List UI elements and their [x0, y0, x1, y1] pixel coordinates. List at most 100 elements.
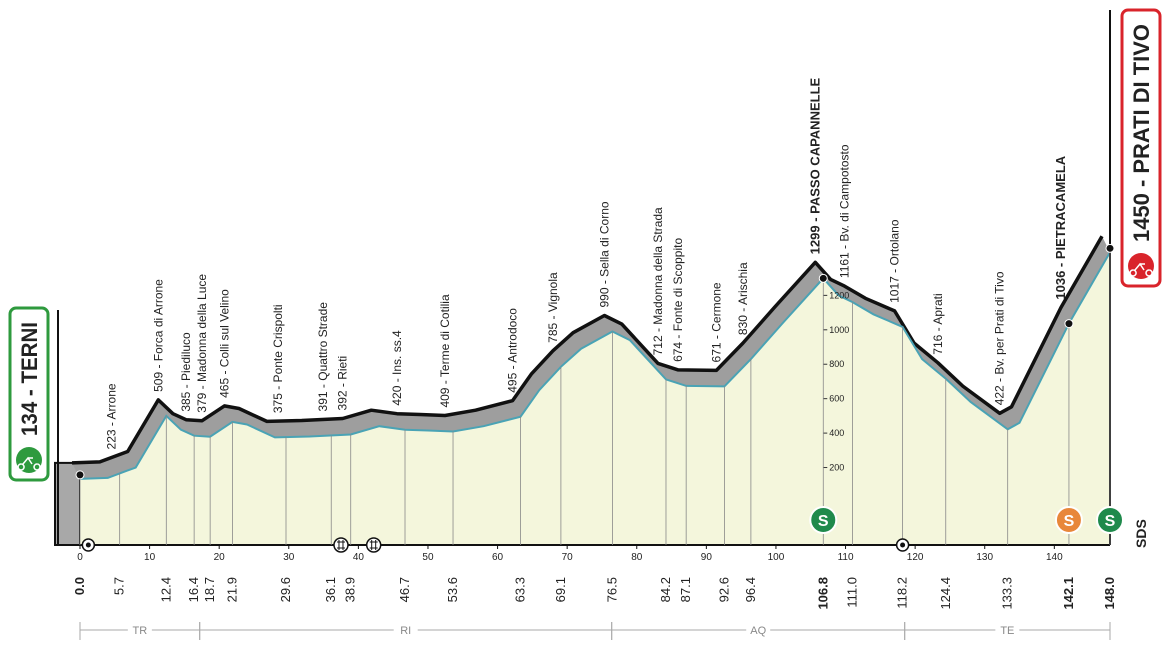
waypoint-label: 1017 - Ortolano [888, 219, 902, 303]
km-label: 87.1 [678, 577, 693, 602]
region-label: RI [400, 625, 411, 637]
waypoint-label: 385 - Piediluco [179, 332, 193, 412]
waypoint-label: 671 - Cermone [709, 282, 723, 362]
waypoint-label: 375 - Ponte Crispolti [271, 304, 285, 413]
waypoint-label: 1036 - PIETRACAMELA [1053, 155, 1068, 299]
region-label: TR [133, 625, 148, 637]
km-label: 12.4 [158, 577, 173, 602]
km-label: 63.3 [513, 577, 528, 602]
crossing-hatch [369, 540, 378, 550]
waypoint-dot [1064, 319, 1074, 329]
waypoint-label: 391 - Quattro Strade [316, 302, 330, 412]
y-tick-label: 1200 [829, 290, 849, 300]
x-tick-label: 30 [283, 552, 295, 563]
x-tick-label: 40 [353, 552, 365, 563]
region-label-bg [995, 622, 1020, 638]
region-label: AQ [750, 625, 766, 637]
sprint-marker [1054, 506, 1083, 534]
region-label: TE [1000, 625, 1014, 637]
x-tick-label: 120 [907, 552, 924, 563]
tunnel-icon-inner [85, 542, 91, 548]
x-tick-label: 110 [838, 552, 854, 563]
waypoint-label: 422 - Bv. per Prati di Tivo [993, 271, 1007, 405]
waypoint-label: 509 - Forca di Arrone [151, 279, 165, 392]
km-label: 36.1 [323, 577, 338, 602]
waypoint-dot [75, 470, 85, 480]
x-tick-label: 70 [562, 552, 574, 563]
place-box [8, 306, 50, 482]
x-tick-label: 80 [631, 552, 643, 563]
crossing-hatch [336, 540, 345, 550]
crossing-icon [333, 537, 349, 553]
km-label: 133.3 [1000, 577, 1015, 610]
waypoint-label: 674 - Fonte di Scoppito [671, 238, 685, 362]
region-label-bg [393, 622, 418, 638]
x-tick-label: 140 [1046, 552, 1063, 563]
waypoint-label: 785 - Vignola [546, 272, 560, 343]
km-label: 124.4 [938, 577, 953, 610]
waypoint-label: 712 - Madonna della Strada [651, 207, 665, 355]
region-label-bg [746, 622, 771, 638]
waypoint-label: 716 - Aprati [931, 293, 945, 354]
x-tick-label: 90 [701, 552, 713, 563]
profile-ridge [71, 235, 1104, 465]
km-label: 76.5 [604, 577, 619, 602]
km-label: 96.4 [743, 577, 758, 602]
sprint-marker [809, 506, 838, 534]
region-label-bg [127, 622, 152, 638]
y-tick-label: 1000 [829, 325, 849, 335]
sprint-label: S [1105, 513, 1116, 530]
km-label: 142.1 [1061, 577, 1076, 610]
km-label: 69.1 [553, 577, 568, 602]
km-label: 38.9 [343, 577, 358, 602]
logo: SDS [1133, 519, 1149, 548]
y-tick-label: 400 [829, 428, 844, 438]
waypoint-label: 990 - Sella di Corno [597, 201, 611, 307]
sprint-label: S [818, 513, 829, 530]
km-label: 21.9 [224, 577, 239, 602]
km-label: 5.7 [112, 577, 127, 595]
x-tick-label: 10 [144, 552, 156, 563]
x-tick-label: 0 [77, 552, 83, 563]
km-label: 92.6 [716, 577, 731, 602]
profile-band [72, 236, 1110, 479]
km-label: 106.8 [815, 577, 830, 610]
sprint-marker [1096, 506, 1124, 534]
x-tick-label: 60 [492, 552, 504, 563]
profile-area [80, 252, 1110, 546]
km-label: 18.7 [202, 577, 217, 602]
waypoint-label: 465 - Colli sul Velino [217, 289, 231, 398]
sprint-label: S [1064, 513, 1075, 530]
km-label: 111.0 [845, 577, 860, 608]
waypoint-label: 830 - Arischia [736, 262, 750, 335]
waypoint-label: 409 - Terme di Cotilia [438, 294, 452, 407]
x-tick-label: 100 [768, 552, 785, 563]
km-label: 0.0 [72, 577, 87, 595]
x-tick-label: 20 [214, 552, 226, 563]
y-tick-label: 600 [829, 394, 844, 404]
bike-glyph [1129, 262, 1153, 277]
y-tick-label: 200 [829, 463, 844, 473]
waypoint-label: 1161 - Bv. di Campotosto [838, 144, 852, 278]
km-label: 53.6 [445, 577, 460, 602]
waypoint-dot [818, 273, 828, 283]
waypoint-label: 1299 - PASSO CAPANNELLE [807, 77, 822, 254]
bike-glyph [17, 456, 41, 471]
waypoint-label: 223 - Arrone [105, 383, 119, 449]
km-label: 29.6 [278, 577, 293, 602]
place-label: 1450 - PRATI DI TIVO [1129, 24, 1154, 242]
waypoint-label: 379 - Madonna della Luce [195, 274, 209, 413]
waypoint-dot [1105, 243, 1115, 253]
waypoint-label: 392 - Rieti [336, 356, 350, 411]
place-box [1120, 8, 1162, 288]
km-label: 84.2 [658, 577, 673, 602]
x-tick-label: 50 [422, 552, 434, 563]
crossing-icon [365, 537, 382, 553]
km-label: 46.7 [397, 577, 412, 602]
profile-line [79, 251, 1111, 480]
place-label: 134 - TERNI [17, 322, 42, 436]
km-label: 118.2 [895, 577, 910, 609]
waypoint-label: 495 - Antrodoco [506, 308, 520, 393]
y-tick-label: 800 [829, 359, 844, 369]
